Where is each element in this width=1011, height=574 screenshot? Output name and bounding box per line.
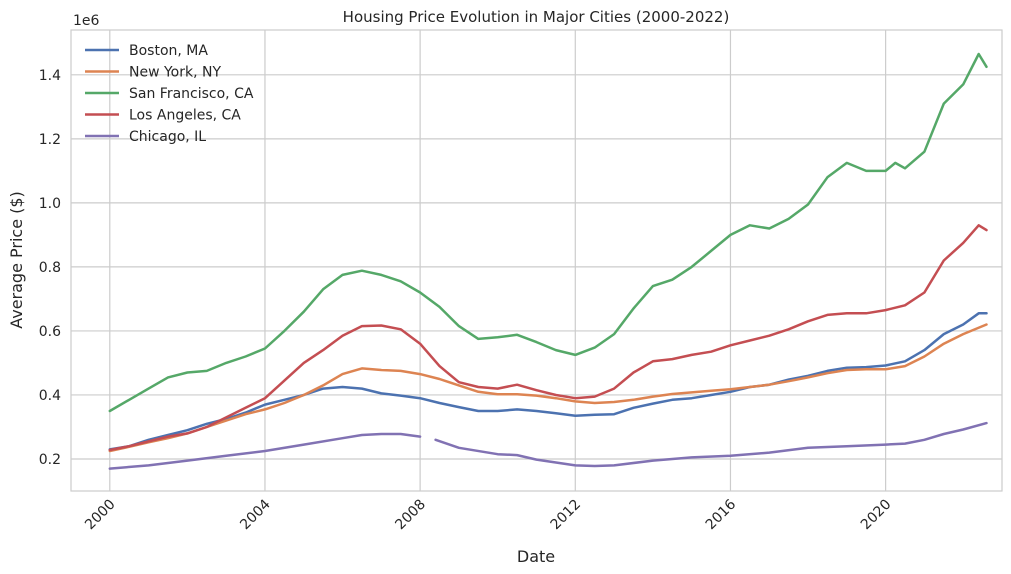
x-tick-label: 2020 (858, 497, 895, 534)
legend: Boston, MA New York, NY San Francisco, CA L… (85, 43, 254, 145)
x-axis-title: Date (517, 547, 555, 566)
x-tick-label: 2016 (703, 496, 740, 533)
plot-area (71, 30, 1002, 491)
y-tick-label: 1.0 (39, 196, 61, 212)
y-axis-title: Average Price ($) (7, 191, 26, 329)
x-tick-label: 2008 (392, 497, 429, 534)
series-layer (108, 52, 988, 470)
y-offset-label: 1e6 (73, 13, 100, 29)
legend-label: Boston, MA (129, 43, 208, 59)
x-tick-label: 2004 (237, 496, 274, 533)
y-tick-label: 1.4 (39, 68, 61, 84)
series-line-san-francisco-ca (108, 52, 988, 413)
legend-label: Los Angeles, CA (129, 108, 241, 124)
series-line-chicago-il (108, 421, 988, 470)
legend-label: Chicago, IL (129, 129, 206, 145)
series-line-new-york-ny (108, 323, 988, 453)
chart-title: Housing Price Evolution in Major Cities … (343, 8, 730, 26)
series-line-los-angeles-ca (108, 224, 988, 452)
x-tick-label: 2012 (548, 497, 585, 534)
y-tick-label: 0.2 (39, 452, 61, 468)
y-tick-label: 0.6 (39, 324, 61, 340)
legend-label: San Francisco, CA (129, 86, 254, 102)
legend-label: New York, NY (129, 65, 221, 81)
x-tick-label: 2000 (82, 497, 119, 534)
series-line-boston-ma (108, 312, 988, 451)
grid-lines (71, 30, 1002, 491)
y-tick-label: 0.8 (39, 260, 61, 276)
y-tick-label: 0.4 (39, 388, 61, 404)
y-tick-label: 1.2 (39, 132, 61, 148)
plot-frame (70, 29, 1003, 492)
